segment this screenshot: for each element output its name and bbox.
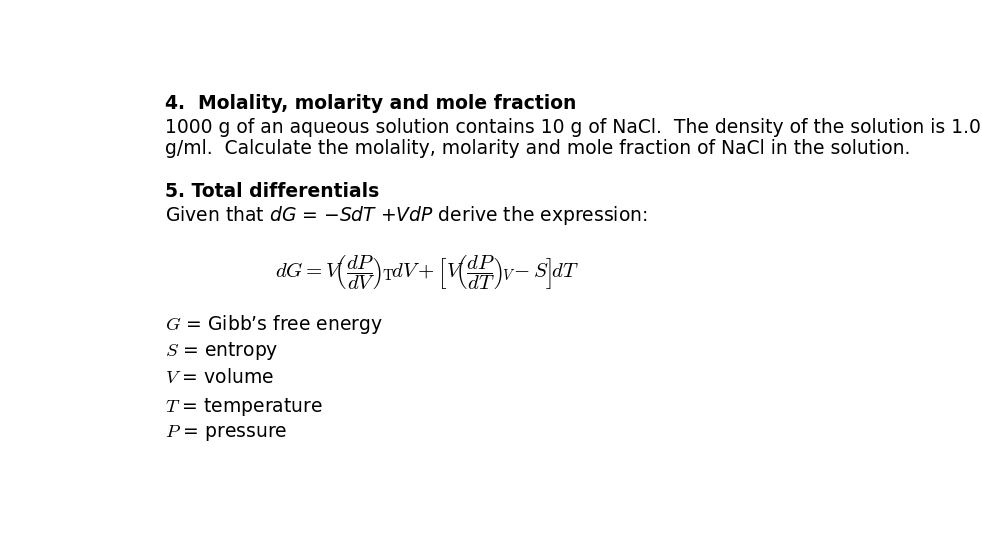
Text: $T$ = temperature: $T$ = temperature <box>165 396 322 418</box>
Text: g/ml.  Calculate the molality, molarity and mole fraction of NaCl in the solutio: g/ml. Calculate the molality, molarity a… <box>165 139 910 158</box>
Text: $S$ = entropy: $S$ = entropy <box>165 341 278 363</box>
Text: $dG = V\!\left(\dfrac{dP}{dV}\right)_{\!\mathrm{T}}\!dV + \left[V\!\left(\dfrac{: $dG = V\!\left(\dfrac{dP}{dV}\right)_{\!… <box>275 253 579 292</box>
Text: 4.  Molality, molarity and mole fraction: 4. Molality, molarity and mole fraction <box>165 94 576 113</box>
Text: 1000 g of an aqueous solution contains 10 g of NaCl.  The density of the solutio: 1000 g of an aqueous solution contains 1… <box>165 118 982 137</box>
Text: $G$ = Gibb’s free energy: $G$ = Gibb’s free energy <box>165 313 383 336</box>
Text: $P$ = pressure: $P$ = pressure <box>165 423 287 443</box>
Text: 5. Total differentials: 5. Total differentials <box>165 182 379 201</box>
Text: Given that $dG$ = $-SdT$ $+VdP$ derive the expression:: Given that $dG$ = $-SdT$ $+VdP$ derive t… <box>165 204 647 227</box>
Text: $V$ = volume: $V$ = volume <box>165 368 274 387</box>
